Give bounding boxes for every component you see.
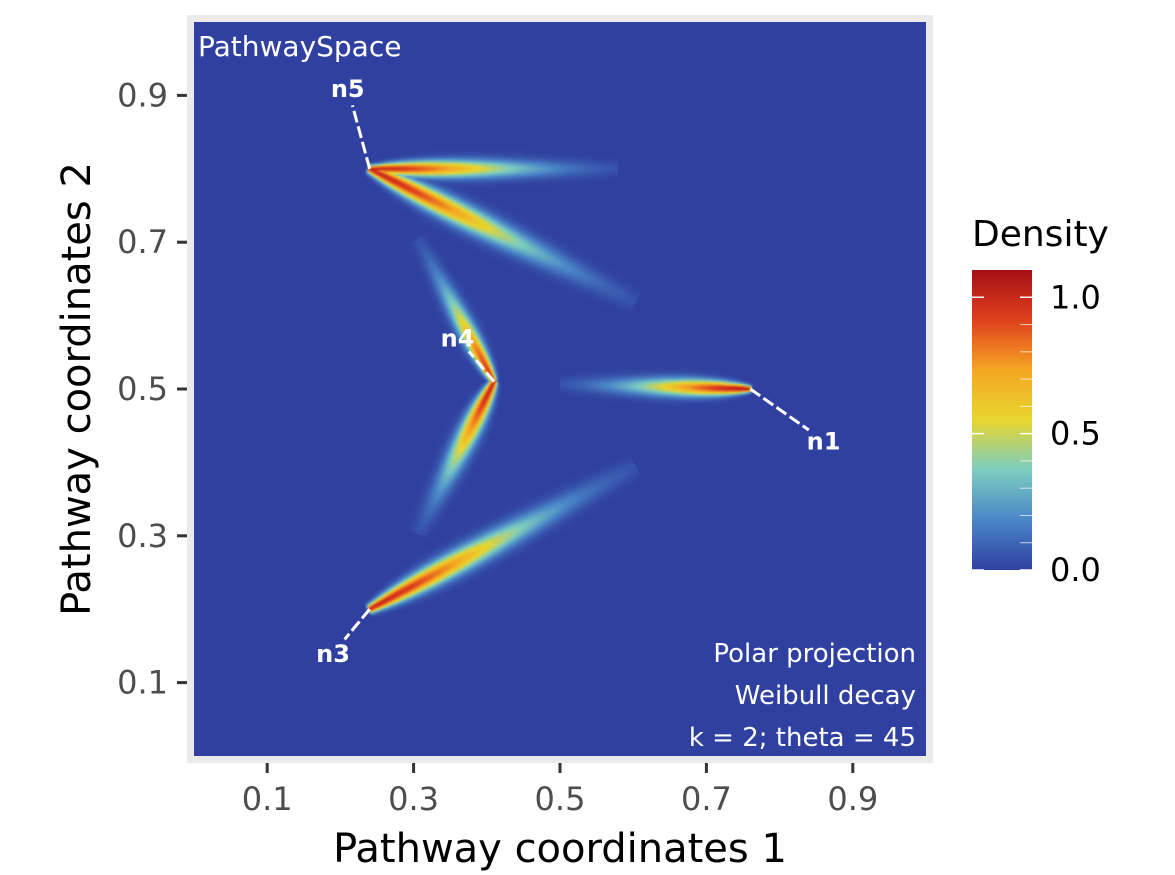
annotation-line-1: Polar projection (713, 639, 916, 669)
y-tick-label: 0.5 (117, 370, 168, 408)
node-connector-n4 (467, 350, 496, 383)
x-axis-title: Pathway coordinates 1 (333, 826, 787, 872)
annotation-line-2: Weibull decay (735, 681, 916, 711)
y-tick-label: 0.1 (117, 664, 168, 702)
x-tick-label: 0.5 (535, 780, 586, 818)
y-axis: 0.1 0.3 0.5 0.7 0.9 (117, 76, 187, 702)
x-tick-label: 0.3 (388, 780, 439, 818)
node-labels: n1 n3 n4 n5 (316, 75, 840, 668)
node-connector-lines (343, 105, 810, 641)
node-label-n3: n3 (316, 640, 350, 668)
legend: Density 0.0 0.5 1.0 (972, 214, 1109, 589)
legend-title: Density (972, 214, 1109, 255)
y-tick-label: 0.9 (117, 76, 168, 114)
node-label-n1: n1 (807, 427, 841, 455)
legend-ticks: 0.0 0.5 1.0 (972, 278, 1101, 589)
panel-title: PathwaySpace (198, 30, 401, 63)
x-tick-label: 0.9 (827, 780, 878, 818)
node-label-n4: n4 (441, 325, 475, 353)
node-label-n5: n5 (331, 75, 365, 103)
x-axis: 0.1 0.3 0.5 0.7 0.9 (242, 763, 878, 818)
x-tick-label: 0.1 (242, 780, 293, 818)
annotation-line-3: k = 2; theta = 45 (689, 723, 916, 753)
y-tick-label: 0.7 (117, 223, 168, 261)
node-connector-n3 (343, 608, 371, 641)
node-connector-n1 (749, 387, 810, 432)
node-connector-n5 (350, 105, 372, 170)
y-axis-title: Pathway coordinates 2 (54, 162, 100, 616)
legend-tick-label: 0.5 (1050, 415, 1101, 453)
legend-colorbar (972, 270, 1032, 570)
density-raster (194, 22, 926, 756)
y-tick-label: 0.3 (117, 517, 168, 555)
x-tick-label: 0.7 (681, 780, 732, 818)
legend-tick-label: 1.0 (1050, 278, 1101, 316)
legend-tick-label: 0.0 (1050, 551, 1101, 589)
